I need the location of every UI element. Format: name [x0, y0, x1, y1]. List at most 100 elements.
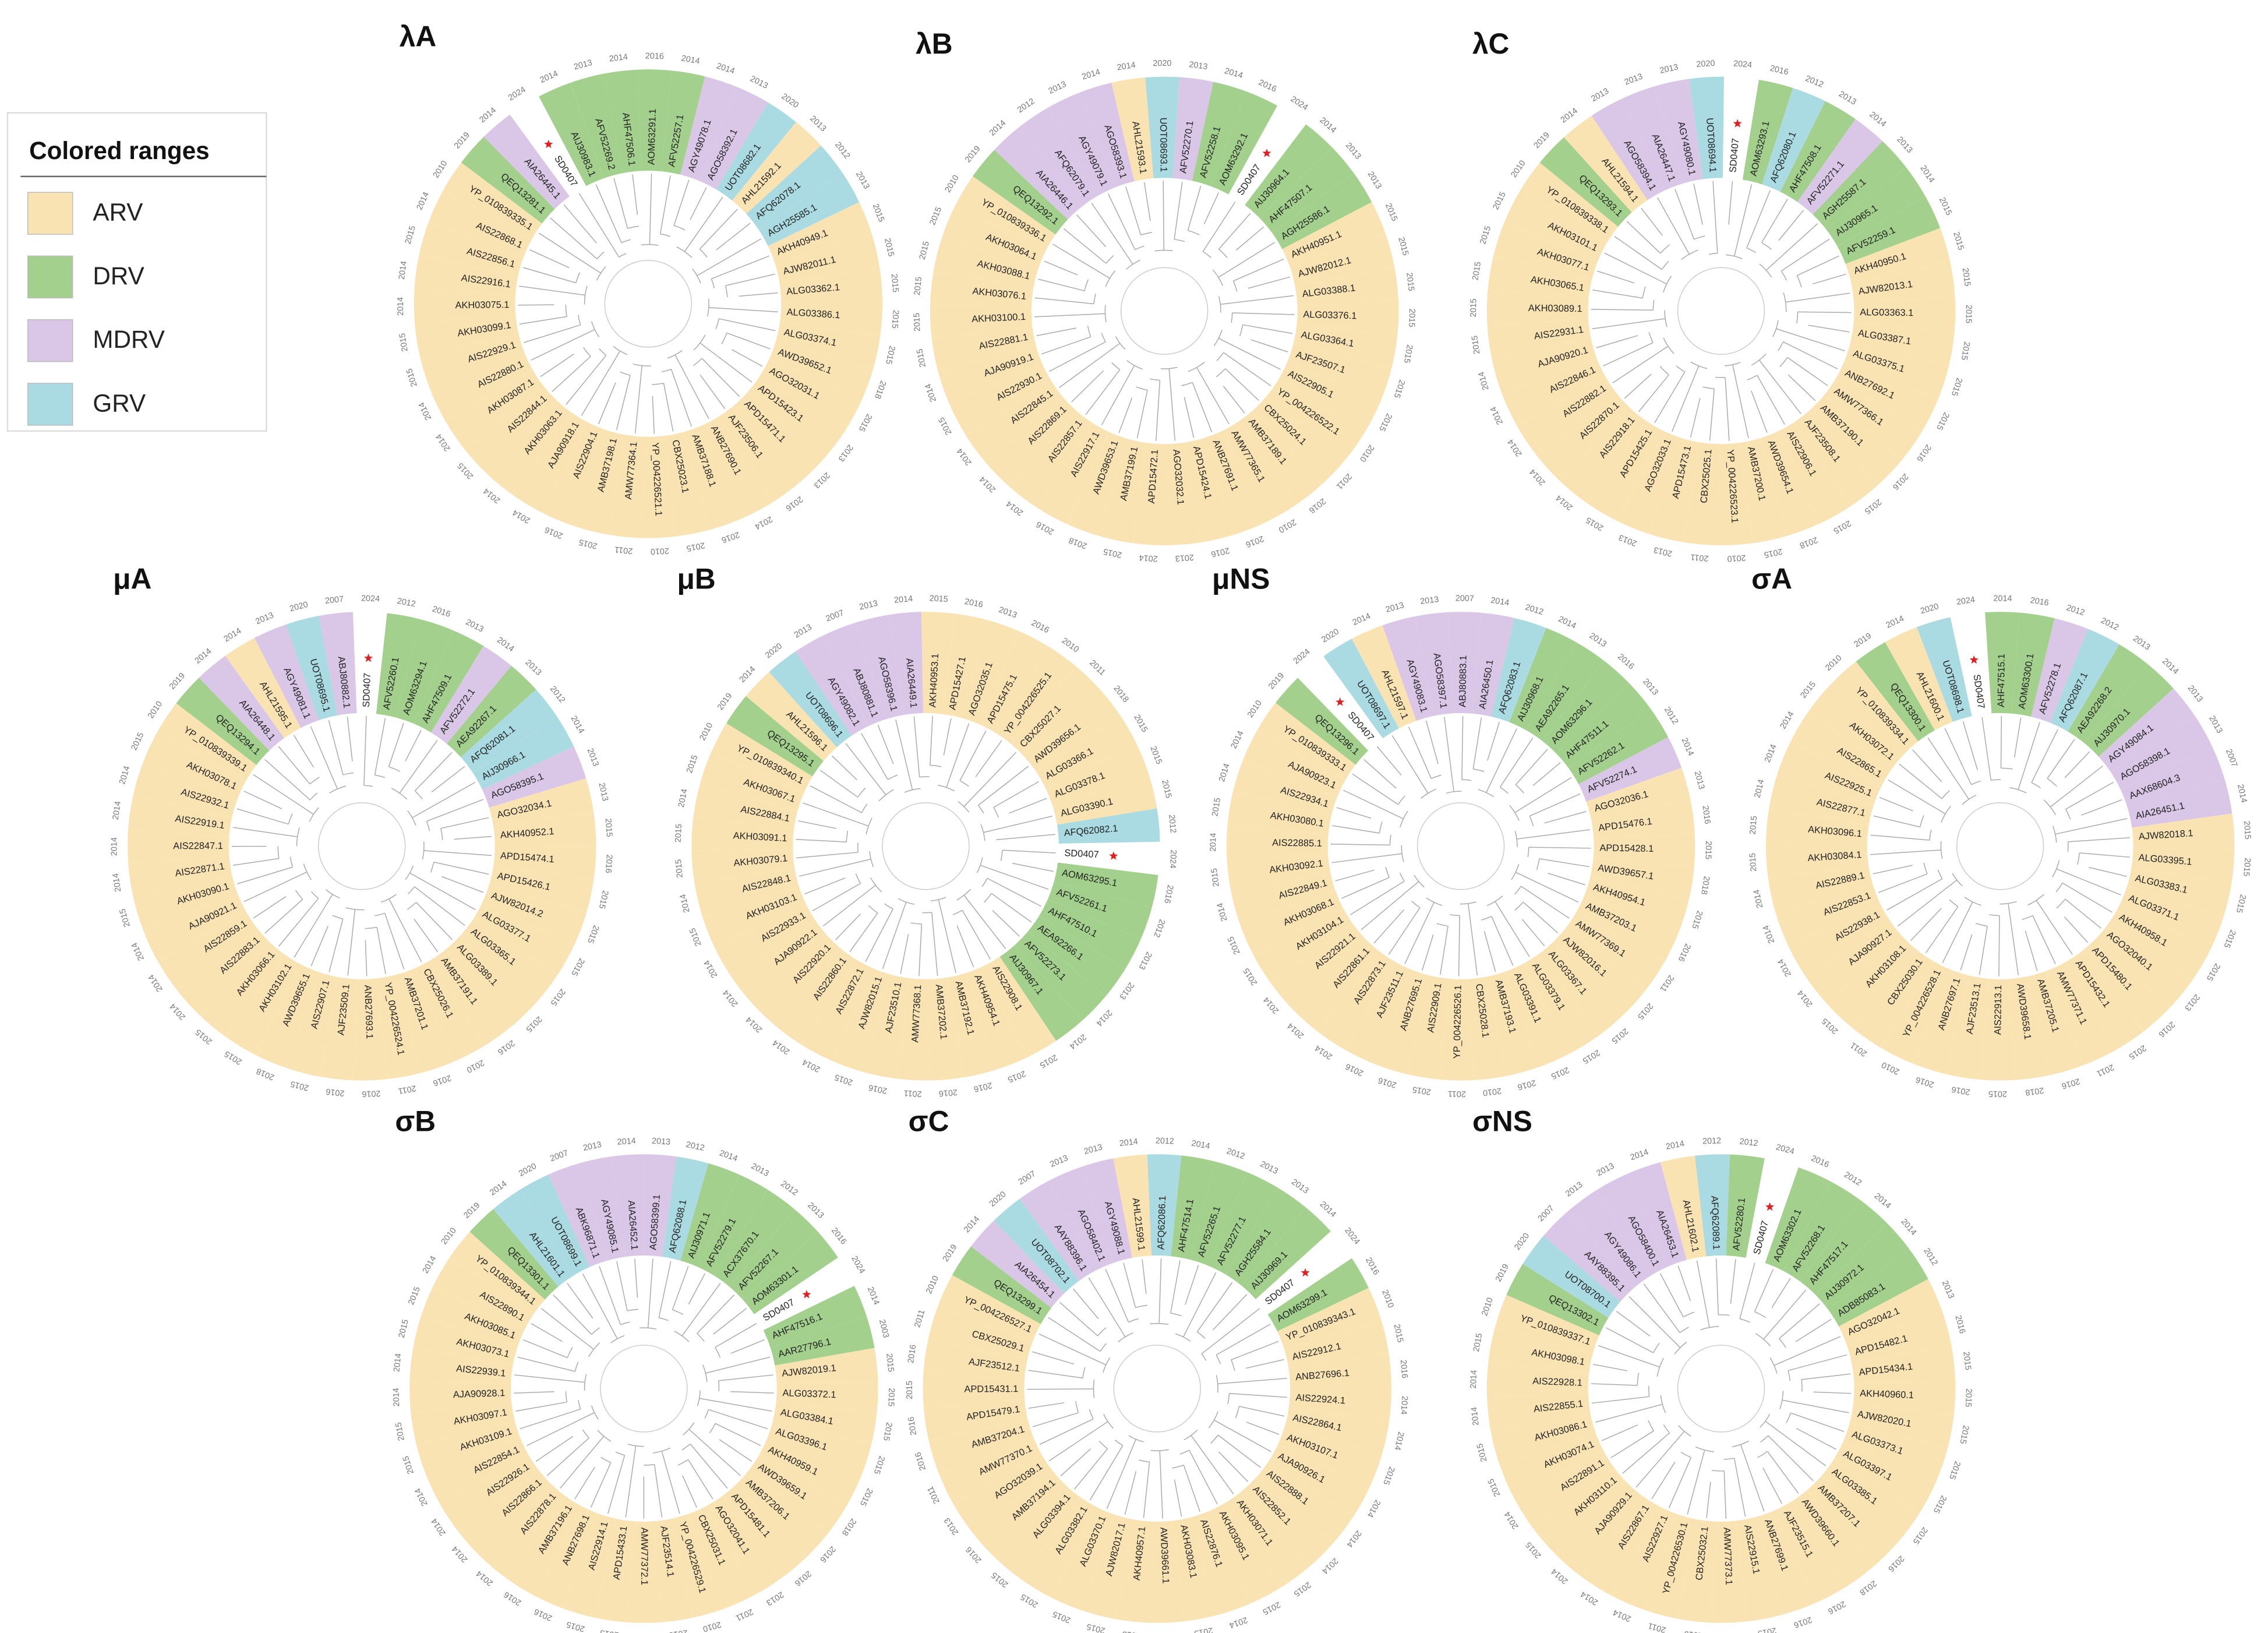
colored-range [1582, 1496, 1659, 1596]
colored-range [1288, 1353, 1391, 1388]
branch [596, 273, 602, 281]
colored-range [1765, 844, 1868, 879]
branch [1201, 1353, 1207, 1361]
colored-range [1227, 792, 1331, 835]
branch [658, 1261, 672, 1318]
colored-range [354, 978, 388, 1081]
branch [810, 785, 862, 813]
colored-range [1019, 107, 1098, 207]
colored-range [1407, 975, 1450, 1080]
branch [1730, 1259, 1736, 1304]
colored-range [751, 935, 841, 1027]
colored-range [1238, 409, 1323, 506]
colored-range [1293, 324, 1398, 369]
branch [1232, 312, 1295, 315]
branch [309, 792, 318, 800]
colored-range [1509, 627, 1577, 731]
colored-range [994, 126, 1083, 220]
branch [693, 358, 702, 366]
branch [264, 899, 303, 934]
colored-range [433, 1257, 534, 1331]
branch [399, 792, 408, 800]
branch [1514, 812, 1520, 821]
colored-range [1655, 79, 1703, 184]
legend-swatch [27, 319, 73, 362]
colored-range [1225, 1187, 1306, 1286]
branch [987, 877, 1041, 907]
branch [1733, 1458, 1746, 1517]
leaf-year: 2015 [1959, 341, 1972, 361]
branch [1989, 914, 1999, 916]
colored-range [938, 1275, 1041, 1342]
panel-title: μB [677, 562, 715, 595]
colored-range [534, 1506, 599, 1609]
branch [1486, 728, 1517, 793]
branch [1060, 1448, 1091, 1477]
colored-range [716, 102, 796, 201]
branch [1765, 1420, 1827, 1466]
colored-range [1242, 1476, 1333, 1568]
branch [1746, 248, 1756, 253]
colored-range [1536, 392, 1630, 481]
colored-range [1945, 975, 1989, 1080]
colored-range [1486, 290, 1589, 326]
branch [1075, 1401, 1079, 1413]
branch [1231, 1359, 1235, 1371]
branch [711, 255, 769, 280]
branch [1401, 853, 1404, 862]
leaf-year: 2014 [1117, 61, 1136, 73]
branch [1962, 721, 1978, 770]
colored-range [1226, 826, 1329, 859]
branch [232, 827, 298, 838]
leaf-year: 2024 [1733, 59, 1752, 70]
panel-title: λA [400, 20, 436, 52]
branch [1785, 292, 1850, 303]
leaf-year: 2013 [596, 782, 610, 802]
leaf-label: ALG03376.1 [1303, 309, 1356, 322]
branch [1212, 269, 1219, 278]
branch [1159, 1451, 1163, 1519]
branch [414, 919, 439, 953]
leaf-year: 2015 [890, 309, 900, 329]
colored-range [776, 322, 881, 369]
colored-range [1815, 1223, 1910, 1310]
colored-range [2068, 644, 2149, 743]
branch [1732, 1444, 1741, 1448]
branch [2065, 898, 2101, 929]
colored-range [769, 340, 874, 401]
colored-range [176, 927, 270, 1015]
branch [1115, 336, 1121, 344]
leaf-year: 2012 [685, 1140, 705, 1153]
branch [1119, 343, 1126, 350]
colored-range [921, 612, 955, 714]
branch [1763, 1339, 1771, 1347]
colored-range [1037, 422, 1109, 524]
branch [2050, 806, 2056, 816]
branch [1796, 312, 1799, 324]
branch [1336, 807, 1372, 819]
branch [296, 827, 300, 837]
branch [732, 349, 763, 367]
branch [796, 838, 847, 842]
branch [1404, 902, 1435, 964]
branch [1478, 789, 1487, 793]
colored-range [1277, 1288, 1382, 1350]
branch [1734, 255, 1743, 259]
branch [688, 1273, 705, 1305]
branch [943, 718, 952, 756]
colored-range [414, 630, 484, 733]
colored-range [286, 972, 338, 1077]
branch [1041, 336, 1091, 355]
branch [1481, 916, 1492, 920]
branch [1126, 263, 1133, 270]
colored-range [2065, 951, 2145, 1050]
colored-range [1015, 931, 1106, 1021]
branch [1781, 270, 1787, 281]
colored-range [447, 665, 536, 757]
colored-range [1052, 775, 1157, 825]
colored-range [1539, 941, 1624, 1036]
branch [930, 764, 942, 767]
branch [613, 345, 620, 352]
colored-range [931, 326, 1036, 372]
branch [1107, 193, 1136, 250]
